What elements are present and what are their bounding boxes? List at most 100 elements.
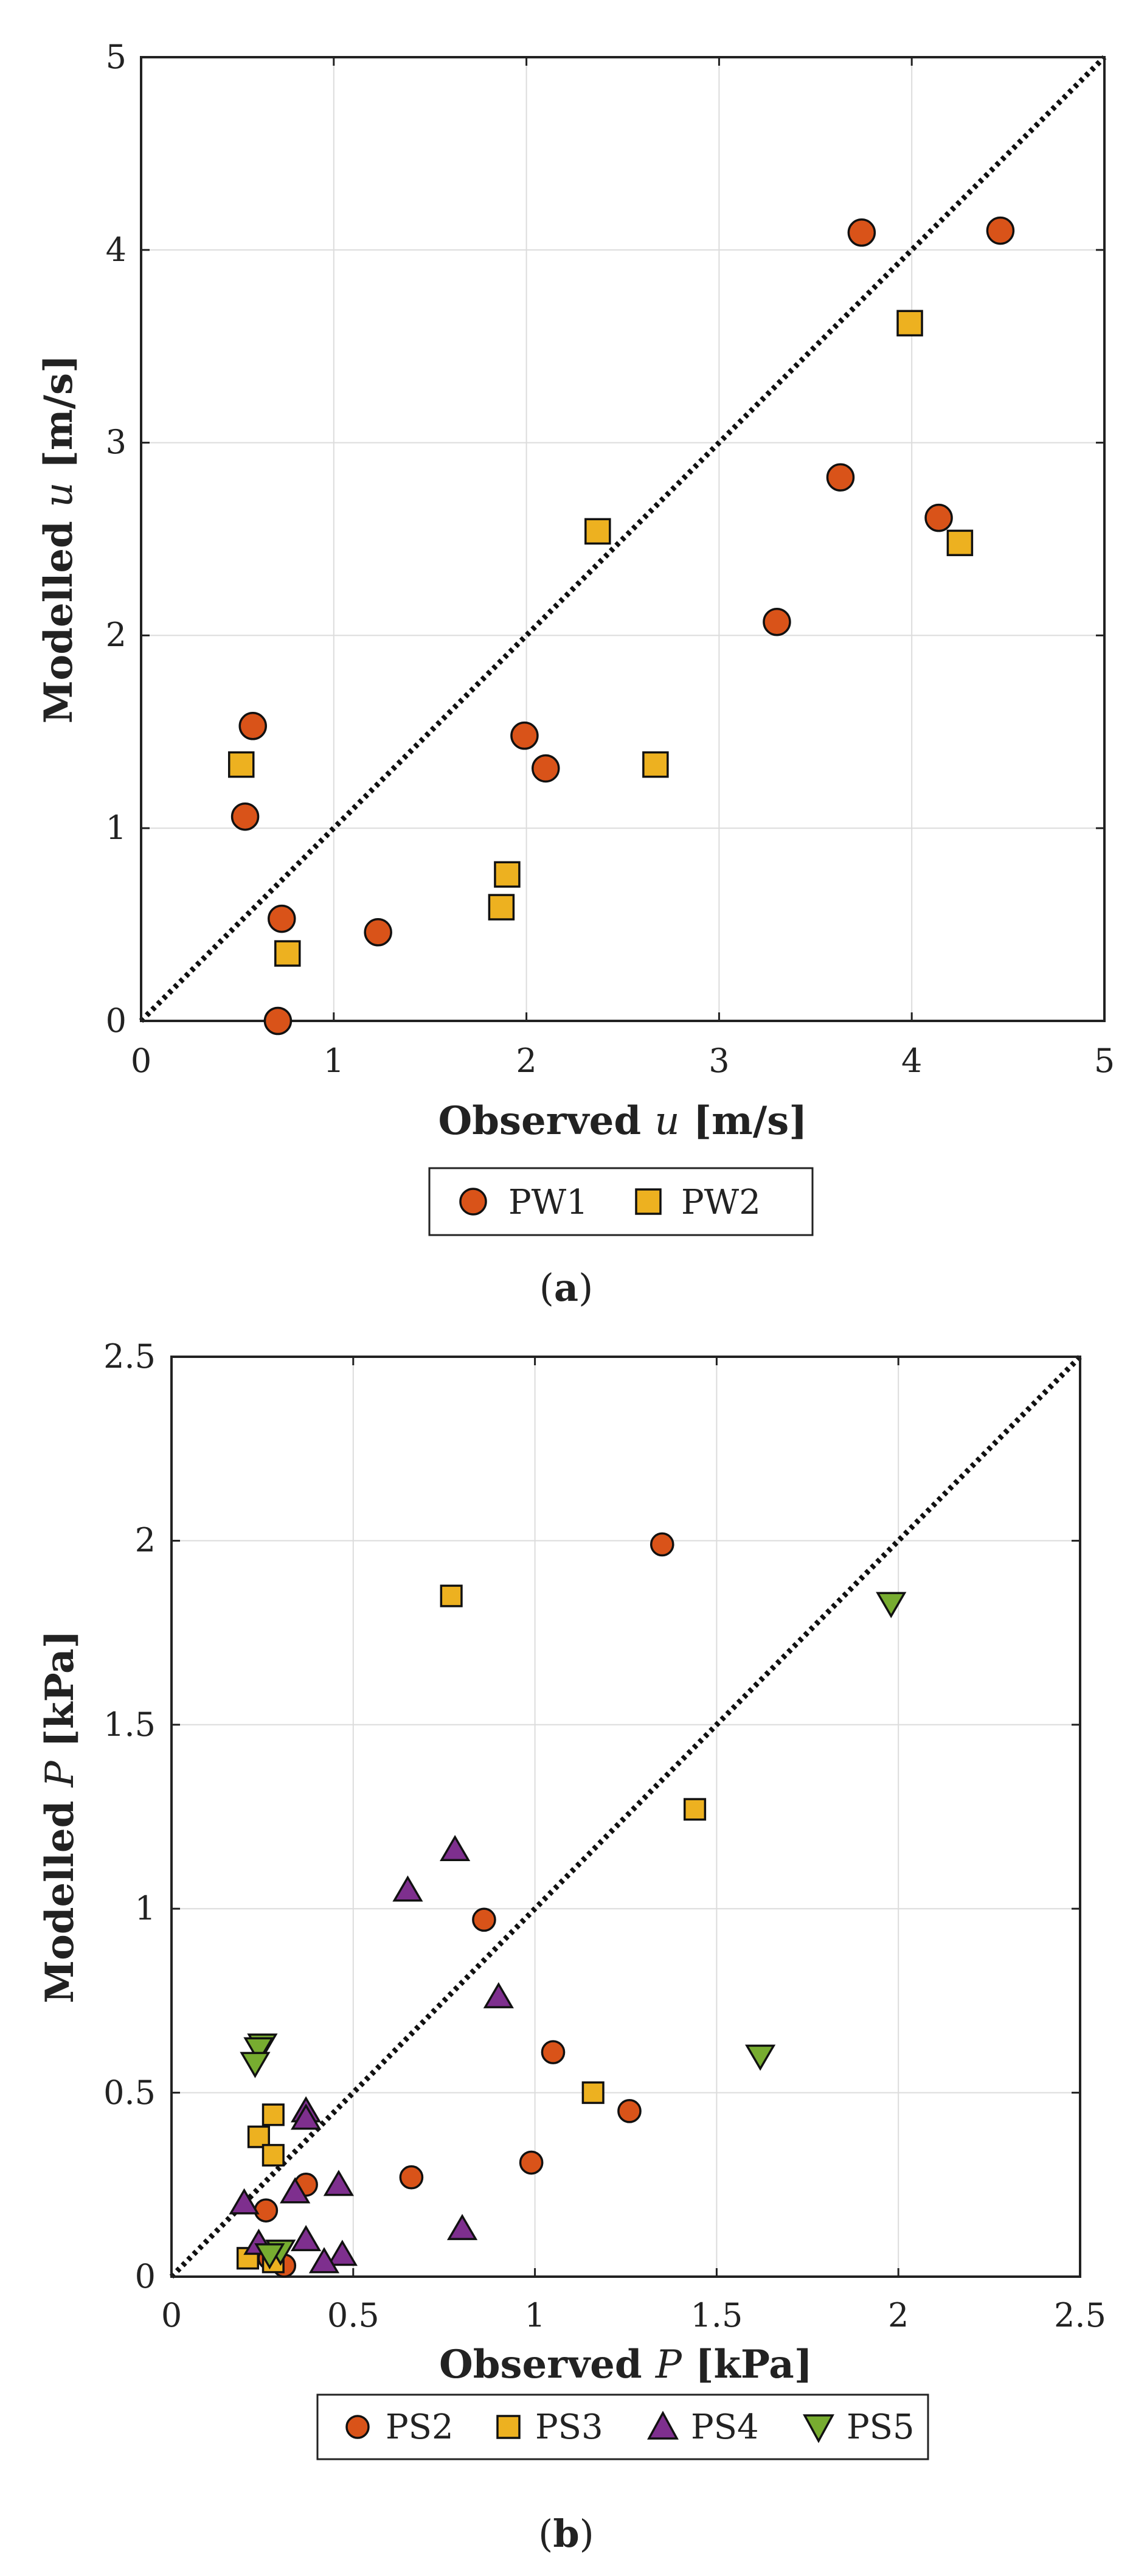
panel-a-legend: PW1 PW2	[428, 1167, 814, 1236]
data-point-pw1	[230, 802, 260, 831]
panel-a-x-tick-labels: 0 1 2 3 4 5	[131, 1042, 1115, 1080]
legend-label-ps4: PS4	[691, 2407, 759, 2447]
x-tick-label: 2	[516, 1042, 536, 1080]
legend-marker-ps4	[647, 2411, 679, 2440]
y-tick-label: 5	[106, 38, 126, 76]
panel-b-x-axis-label: Observed P [kPa]	[439, 2342, 813, 2387]
data-point-ps3	[247, 2125, 270, 2148]
x-tick-label: 3	[709, 1042, 729, 1080]
data-point-pw2	[896, 310, 923, 336]
legend-marker-ps5	[803, 2414, 834, 2443]
panel-b-gridlines	[171, 1356, 1081, 2277]
data-point-ps4	[280, 2177, 311, 2204]
data-point-pw2	[946, 529, 974, 557]
data-point-ps2	[650, 1532, 674, 1557]
data-point-ps2	[541, 2040, 566, 2064]
y-tick-label: 1.5	[103, 1705, 156, 1744]
data-point-ps3	[581, 2081, 605, 2104]
data-point-ps5	[254, 2243, 285, 2270]
data-point-ps5	[876, 1592, 907, 1618]
data-point-pw2	[642, 751, 669, 778]
data-point-ps3	[262, 2103, 285, 2126]
panel-b-one-to-one-line	[169, 1354, 1083, 2279]
y-tick-label: 2	[106, 616, 126, 654]
data-point-pw1	[986, 216, 1015, 245]
panel-b-y-axis-label: Modelled P [kPa]	[37, 1630, 83, 2003]
legend-marker-ps3	[496, 2415, 521, 2439]
x-tick-label: 2.5	[1054, 2296, 1106, 2334]
panel-a-y-tick-labels: 0 1 2 3 4 5	[106, 38, 126, 1040]
panel-a-one-to-one-line	[139, 55, 1107, 1023]
data-point-pw1	[532, 754, 560, 783]
x-tick-label: 1	[524, 2296, 545, 2334]
data-point-pw2	[494, 861, 521, 888]
data-point-ps3	[440, 1584, 463, 1607]
y-tick-label: 3	[106, 423, 126, 461]
x-tick-label: 5	[1094, 1042, 1115, 1080]
y-tick-label: 0.5	[103, 2073, 156, 2112]
panel-a-legend-box	[428, 1167, 814, 1236]
data-point-ps5	[745, 2044, 776, 2071]
legend-marker-pw2	[635, 1188, 662, 1215]
y-tick-label: 2.5	[103, 1337, 156, 1376]
data-point-pw1	[364, 918, 392, 947]
panel-b-data-points	[229, 1532, 907, 2278]
data-point-ps4	[483, 1982, 514, 2008]
data-point-ps2	[472, 1907, 496, 1932]
panel-a-y-axis-label: Modelled u [m/s]	[36, 355, 81, 724]
data-point-pw1	[268, 904, 296, 933]
x-tick-label: 2	[888, 2296, 909, 2334]
panel-b-plot-area	[170, 1356, 1081, 2278]
panel-a-x-axis-label: Observed u [m/s]	[438, 1098, 807, 1144]
data-point-ps2	[399, 2165, 424, 2190]
x-tick-label: 0	[161, 2296, 182, 2334]
panel-b-label: (b)	[538, 2512, 594, 2556]
data-point-ps2	[254, 2198, 279, 2223]
data-point-ps4	[291, 2103, 322, 2130]
panel-a-label: (a)	[539, 1265, 594, 1310]
data-point-ps4	[446, 2213, 478, 2240]
data-point-ps2	[617, 2099, 642, 2123]
data-point-ps5	[243, 2037, 274, 2064]
data-point-ps3	[262, 2143, 285, 2167]
legend-marker-ps2	[345, 2415, 370, 2439]
y-tick-label: 2	[135, 1521, 156, 1559]
data-point-ps4	[440, 1834, 471, 1861]
panel-b-y-tick-labels: 0 0.5 1 1.5 2 2.5	[103, 1337, 156, 2296]
panel-b: 0 0.5 1 1.5 2 2.5 0 0.5 1 1.5 2 2.5 Obse…	[37, 1337, 1106, 2556]
data-point-pw1	[924, 503, 953, 532]
legend-label-ps2: PS2	[386, 2407, 454, 2447]
panel-b-legend: PS2 PS3 PS4 PS5	[316, 2393, 929, 2460]
data-point-ps3	[683, 1798, 707, 1821]
data-point-ps4	[308, 2247, 340, 2274]
data-point-pw2	[488, 894, 515, 921]
x-tick-label: 1	[324, 1042, 344, 1080]
data-point-pw1	[826, 463, 855, 492]
data-point-pw2	[227, 751, 255, 778]
data-point-ps4	[323, 2170, 354, 2196]
y-tick-label: 1	[106, 809, 126, 847]
legend-marker-pw1	[459, 1188, 487, 1216]
data-point-ps4	[327, 2240, 358, 2266]
panel-a-plot-area	[140, 56, 1106, 1022]
data-point-pw1	[847, 218, 876, 247]
data-point-pw2	[274, 940, 301, 967]
y-tick-label: 0	[135, 2257, 156, 2296]
data-point-ps5	[240, 2052, 271, 2078]
panel-b-tick-marks	[170, 1356, 1081, 2278]
data-point-pw1	[763, 607, 791, 636]
data-point-pw1	[238, 712, 267, 740]
y-tick-label: 4	[106, 231, 126, 269]
panel-a-data-points	[227, 216, 1015, 1036]
data-point-pw2	[584, 518, 611, 545]
data-point-ps4	[392, 1875, 423, 1902]
legend-label-pw1: PW1	[508, 1183, 588, 1222]
panel-b-x-tick-labels: 0 0.5 1 1.5 2 2.5	[161, 2296, 1106, 2334]
data-point-ps4	[229, 2188, 260, 2215]
data-point-pw1	[510, 721, 539, 750]
y-tick-label: 0	[106, 1001, 126, 1040]
panel-a: 0 1 2 3 4 5 0 1 2 3 4 5 Observed u [m/s]…	[36, 38, 1115, 1310]
legend-label-ps5: PS5	[847, 2407, 915, 2447]
panel-a-tick-marks	[140, 56, 1106, 1022]
